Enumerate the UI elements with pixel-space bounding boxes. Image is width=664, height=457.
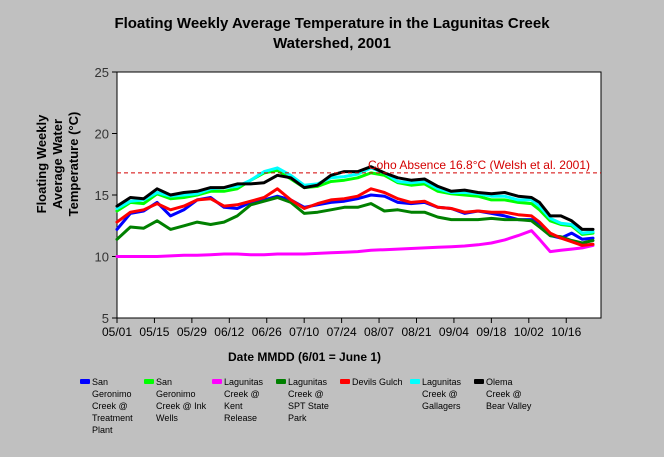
- y-tick-label: 20: [95, 127, 109, 142]
- coho-absence-label: Coho Absence 16.8°C (Welsh et al. 2001): [368, 158, 590, 172]
- x-tick-label: 08/21: [401, 325, 431, 339]
- legend-label: Lagunitas Creek @ Kent Release: [224, 376, 280, 424]
- series-line-4: [115, 196, 595, 245]
- x-tick-label: 08/07: [364, 325, 394, 339]
- x-tick-label: 07/24: [327, 325, 357, 339]
- x-tick-label: 05/01: [102, 325, 132, 339]
- legend-label-line: Creek @: [92, 401, 128, 411]
- legend-label-line: San: [92, 377, 109, 387]
- x-tick-label: 09/18: [476, 325, 506, 339]
- y-tick-label: 15: [95, 188, 109, 203]
- legend-label-line: Wells: [156, 413, 178, 423]
- legend-label-line: Olema: [486, 377, 513, 387]
- series-line-5: [115, 187, 595, 247]
- y-tick-label: 10: [95, 250, 109, 265]
- legend-label-line: Creek @: [486, 389, 522, 399]
- legend-label-line: Creek @ Ink: [156, 401, 207, 411]
- y-tick-label: 5: [102, 311, 109, 326]
- legend-label-line: Plant: [92, 425, 113, 435]
- x-tick-label: 10/16: [551, 325, 581, 339]
- legend-label: Devils Gulch: [352, 376, 408, 388]
- chart-title-line-2: Watershed, 2001: [273, 35, 391, 52]
- legend-label-line: Kent: [224, 401, 243, 411]
- legend-label-line: Geronimo: [92, 389, 132, 399]
- legend-label-line: Park: [288, 413, 307, 423]
- legend-swatch: [144, 379, 154, 384]
- series-line-3: [115, 229, 595, 258]
- legend-label-line: SPT State: [288, 401, 329, 411]
- legend-swatch: [212, 379, 222, 384]
- legend-swatch: [80, 379, 90, 384]
- legend-label-line: San: [156, 377, 173, 387]
- legend-label-line: Geronimo: [156, 389, 196, 399]
- y-tick-label: 25: [95, 65, 109, 80]
- legend-label-line: Lagunitas: [224, 377, 264, 387]
- legend-label-line: Lagunitas: [422, 377, 462, 387]
- legend-label-line: Lagunitas: [288, 377, 328, 387]
- legend-label-line: Bear Valley: [486, 401, 532, 411]
- legend-label-line: Gallagers: [422, 401, 461, 411]
- series-line-6: [115, 166, 595, 235]
- x-tick-label: 07/10: [289, 325, 319, 339]
- x-tick-label: 10/02: [514, 325, 544, 339]
- series-lines: [115, 165, 595, 258]
- legend-label: San Geronimo Creek @ Treatment Plant: [92, 376, 148, 436]
- legend-label-line: Creek @: [224, 389, 260, 399]
- legend-swatch: [340, 379, 350, 384]
- x-tick-label: 05/29: [177, 325, 207, 339]
- x-tick-label: 09/04: [439, 325, 469, 339]
- legend-swatch: [410, 379, 420, 384]
- legend-label: Lagunitas Creek @ SPT State Park: [288, 376, 344, 424]
- legend-swatch: [474, 379, 484, 384]
- legend-label-line: Devils Gulch: [352, 377, 403, 387]
- x-tick-label: 06/26: [252, 325, 282, 339]
- legend-label: Lagunitas Creek @ Gallagers: [422, 376, 478, 412]
- axes: 5 10 15 20 25 05/01 05/15 05/29 06/12 06/26 07/10 0…: [95, 65, 582, 339]
- reference-line-group: Coho Absence 16.8°C (Welsh et al. 2001): [117, 158, 601, 174]
- x-tick-label: 06/12: [214, 325, 244, 339]
- chart-title: Floating Weekly Average Temperature in t…: [0, 14, 664, 54]
- legend-label-line: Creek @: [422, 389, 458, 399]
- legend-label: Olema Creek @ Bear Valley: [486, 376, 542, 412]
- x-tick-label: 05/15: [139, 325, 169, 339]
- x-axis-label: Date MMDD (6/01 = June 1): [228, 350, 382, 364]
- legend-label-line: Treatment: [92, 413, 133, 423]
- chart-title-line-1: Floating Weekly Average Temperature in t…: [114, 15, 550, 32]
- legend-swatch: [276, 379, 286, 384]
- legend-label-line: Creek @: [288, 389, 324, 399]
- legend-label-line: Release: [224, 413, 258, 423]
- legend-label: San Geronimo Creek @ Ink Wells: [156, 376, 212, 424]
- series-line-7: [115, 165, 595, 231]
